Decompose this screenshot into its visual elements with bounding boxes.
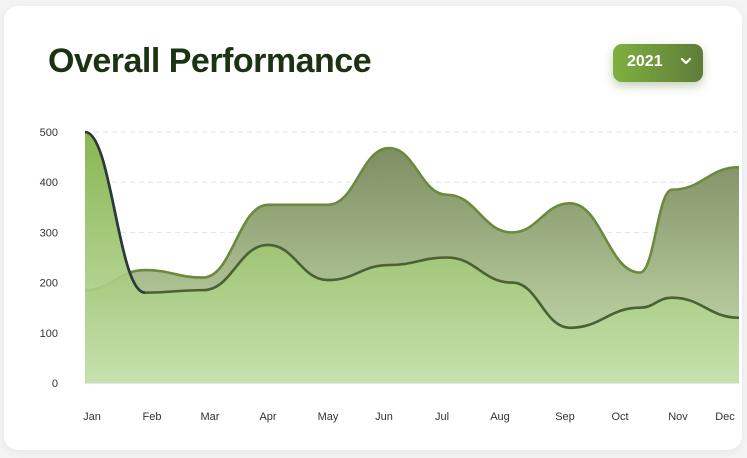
x-tick-label: Dec [715,411,735,423]
y-tick-label: 0 [52,378,58,390]
y-tick-label: 500 [40,127,58,139]
series-area [85,132,739,383]
x-tick-label: Apr [259,411,276,423]
y-tick-label: 400 [40,177,58,189]
x-tick-label: Oct [611,411,628,423]
x-tick-label: Jun [375,411,393,423]
series-line [84,146,740,292]
x-tick-label: Feb [143,411,162,423]
chevron-down-icon [680,57,692,65]
year-dropdown[interactable]: 2021 [613,44,703,82]
y-tick-label: 300 [40,227,58,239]
y-tick-label: 100 [40,328,58,340]
x-tick-label: Nov [668,411,688,423]
y-tick-label: 200 [40,278,58,290]
x-tick-label: Jul [435,411,449,423]
series-line-accent [84,130,146,294]
x-tick-label: Mar [201,411,220,423]
x-tick-label: Jan [83,411,101,423]
chart-axes: 0 100 200 300 400 500 Jan Feb Mar Apr May Jun Jul Aug… [40,127,739,423]
page-title: Overall Performance [48,42,372,80]
x-tick-label: May [318,411,339,423]
x-tick-label: Sep [555,411,575,423]
year-dropdown-value: 2021 [627,53,663,70]
chart-series [84,130,740,383]
x-tick-label: Aug [490,411,510,423]
